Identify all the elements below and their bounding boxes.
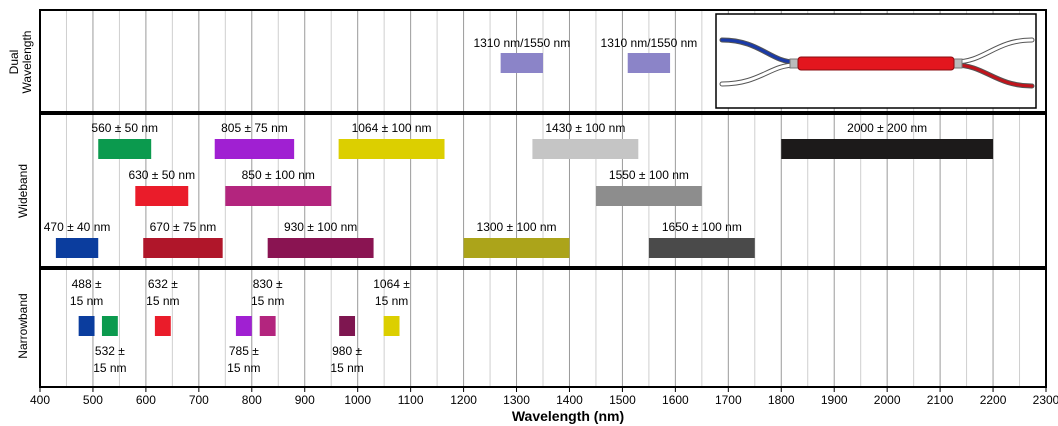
band-label: 15 nm: [251, 294, 284, 308]
band-label: 15 nm: [330, 361, 363, 375]
output-fiber-top: [953, 38, 1034, 64]
band-bar: [235, 316, 252, 336]
band-label: 1430 ± 100 nm: [545, 121, 625, 135]
band-label: 830 ±: [253, 277, 283, 291]
band-bar: [338, 139, 445, 159]
band-label: 850 ± 100 nm: [242, 168, 315, 182]
band-label: 980 ±: [332, 344, 362, 358]
band-bar: [98, 139, 152, 159]
band-label: 785 ±: [229, 344, 259, 358]
x-tick-label: 1000: [344, 393, 371, 407]
band-label: 630 ± 50 nm: [128, 168, 195, 182]
x-tick-label: 500: [83, 393, 103, 407]
x-tick-label: 2300: [1033, 393, 1058, 407]
x-tick-label: 1200: [450, 393, 477, 407]
band-label: 15 nm: [146, 294, 179, 308]
x-tick-label: 1900: [821, 393, 848, 407]
x-tick-label: 600: [136, 393, 156, 407]
band-label: 15 nm: [93, 361, 126, 375]
x-tick-label: 2100: [927, 393, 954, 407]
band-label: 560 ± 50 nm: [91, 121, 158, 135]
band-label: 470 ± 40 nm: [44, 220, 111, 234]
bands: [55, 53, 994, 336]
x-tick-label: 800: [242, 393, 262, 407]
band-label: 1310 nm/1550 nm: [601, 36, 698, 50]
band-bar: [259, 316, 276, 336]
band-bar: [463, 238, 570, 258]
x-tick-label: 1400: [556, 393, 583, 407]
band-bar: [500, 53, 543, 73]
x-tick-label: 1600: [662, 393, 689, 407]
row-label-dual-line2: Wavelength: [20, 31, 34, 94]
band-label: 2000 ± 200 nm: [847, 121, 927, 135]
band-label: 488 ±: [72, 277, 102, 291]
row-panel-wideband: [39, 113, 1047, 268]
row-panel-dual-wavelength: [39, 9, 1047, 113]
band-bar: [627, 53, 671, 73]
output-fiber-bottom: [953, 63, 1034, 88]
x-tick-label: 1700: [715, 393, 742, 407]
row-label-narrowband: Narrowband: [16, 293, 30, 358]
x-tick-label: 1100: [398, 393, 424, 407]
band-bar: [135, 186, 189, 206]
x-axis-title: Wavelength (nm): [512, 408, 624, 424]
band-labels: 1310 nm/1550 nm 1310 nm/1550 nm 560 ± 50 n…: [44, 36, 927, 375]
band-label: 1064 ±: [373, 277, 410, 291]
row-label-wideband: Wideband: [16, 164, 30, 218]
band-label: 805 ± 75 nm: [221, 121, 288, 135]
band-bar: [154, 316, 171, 336]
x-axis: 400 500 600 700 800 900 1000 1100 1200 1300 1400 15…: [30, 387, 1058, 407]
band-bar: [267, 238, 374, 258]
band-label: 1650 ± 100 nm: [662, 220, 742, 234]
band-bar: [781, 139, 994, 159]
band-label: 1310 nm/1550 nm: [473, 36, 570, 50]
band-label: 632 ±: [148, 277, 178, 291]
band-bar: [595, 186, 702, 206]
x-tick-label: 1300: [503, 393, 530, 407]
input-fiber-top: [720, 38, 797, 64]
band-bar: [214, 139, 295, 159]
x-tick-label: 2200: [980, 393, 1007, 407]
band-label: 1300 ± 100 nm: [477, 220, 557, 234]
band-bar: [143, 238, 223, 258]
x-tick-label: 2000: [874, 393, 901, 407]
band-label: 1064 ± 100 nm: [352, 121, 432, 135]
x-tick-label: 900: [295, 393, 315, 407]
row-panels: [39, 9, 1047, 388]
band-bar: [532, 139, 639, 159]
input-fiber-bottom: [720, 63, 797, 86]
band-bar: [225, 186, 332, 206]
band-bar: [383, 316, 400, 336]
band-label: 930 ± 100 nm: [284, 220, 357, 234]
band-bar: [339, 316, 356, 336]
x-tick-label: 400: [30, 393, 50, 407]
coupler-inset: [715, 13, 1037, 109]
row-panel-narrowband: [39, 268, 1047, 388]
row-label-dual-line1: Dual: [7, 50, 21, 75]
x-tick-label: 1800: [768, 393, 795, 407]
band-label: 670 ± 75 nm: [150, 220, 217, 234]
band-label: 15 nm: [70, 294, 103, 308]
band-label: 15 nm: [227, 361, 260, 375]
x-tick-label: 1500: [609, 393, 636, 407]
x-tick-label: 700: [189, 393, 209, 407]
band-bar: [78, 316, 95, 336]
band-label: 532 ±: [95, 344, 125, 358]
band-label: 1550 ± 100 nm: [609, 168, 689, 182]
row-labels: Dual Wavelength Wideband Narrowband: [7, 31, 34, 359]
coupler-body: [797, 56, 955, 71]
band-bar: [55, 238, 99, 258]
band-label: 15 nm: [375, 294, 408, 308]
band-bar: [648, 238, 755, 258]
band-bar: [101, 316, 118, 336]
